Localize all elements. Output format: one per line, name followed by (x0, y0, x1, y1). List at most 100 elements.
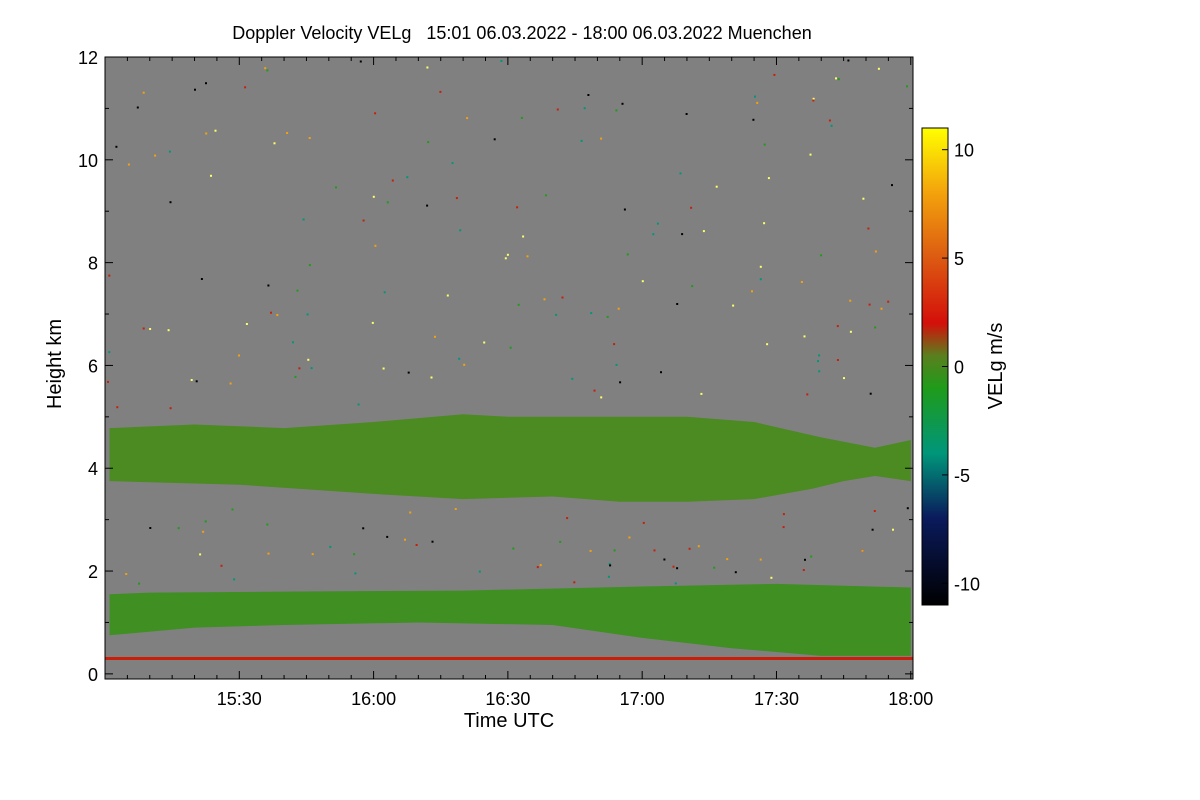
speckle (702, 230, 705, 233)
speckle (302, 218, 305, 221)
speckle (880, 307, 883, 310)
speckle (459, 229, 462, 232)
speckle (836, 359, 839, 361)
speckle (906, 85, 908, 88)
speckle (526, 255, 529, 258)
colorbar-label: VELg m/s (985, 323, 1007, 410)
speckle (593, 389, 596, 392)
speckle (867, 227, 870, 230)
speckle (245, 323, 248, 325)
speckle (298, 367, 301, 370)
speckle (573, 581, 576, 584)
speckle (782, 513, 785, 516)
colorbar-tick-label: -10 (954, 574, 980, 594)
speckle (734, 571, 737, 574)
speckle (810, 555, 813, 558)
speckle (194, 88, 196, 91)
speckle (404, 538, 406, 541)
speckle (406, 176, 409, 179)
speckle (607, 575, 610, 578)
speckle (600, 137, 603, 140)
speckle (509, 346, 512, 349)
speckle (804, 558, 806, 561)
speckle (415, 544, 418, 546)
speckle (372, 195, 375, 198)
speckle (726, 558, 729, 561)
y-axis-label: Height km (44, 319, 66, 409)
speckle (127, 163, 130, 166)
cloud-layers (105, 414, 913, 660)
speckle (202, 530, 205, 533)
speckle (559, 540, 562, 543)
speckle (672, 565, 675, 568)
speckle (663, 558, 666, 561)
y-tick-label: 0 (88, 665, 98, 685)
chart-title: Doppler Velocity VELg 15:01 06.03.2022 -… (232, 23, 811, 43)
speckle (391, 179, 394, 182)
speckle (169, 407, 172, 410)
speckle (732, 304, 735, 307)
speckle (383, 291, 386, 294)
speckle (267, 552, 270, 555)
speckle (142, 327, 145, 330)
speckle (136, 106, 139, 109)
speckle (679, 172, 682, 175)
layer-0 (109, 414, 911, 502)
speckle (818, 354, 821, 357)
speckle (190, 379, 193, 381)
speckle (836, 325, 839, 328)
speckle (493, 138, 496, 141)
speckle (354, 572, 357, 575)
y-tick-label: 6 (88, 356, 98, 376)
speckle (374, 244, 377, 247)
x-tick-label: 17:00 (620, 689, 665, 709)
speckle (478, 570, 481, 573)
speckle (756, 101, 759, 104)
speckle (861, 549, 864, 552)
speckle (276, 314, 279, 316)
speckle (308, 264, 311, 267)
speckle (536, 566, 539, 569)
speckle (329, 545, 332, 548)
y-tick-label: 4 (88, 459, 98, 479)
speckle (200, 278, 203, 280)
speckle (229, 382, 232, 385)
speckle (353, 553, 356, 556)
speckle (426, 66, 429, 69)
speckle (766, 343, 769, 346)
speckle (451, 162, 454, 165)
speckle (812, 99, 815, 102)
speckle (504, 257, 507, 260)
speckle (455, 197, 458, 200)
speckle (545, 194, 547, 197)
speckle (463, 363, 466, 366)
speckle (204, 520, 207, 523)
speckle (566, 517, 569, 520)
speckle (752, 118, 755, 121)
speckle (763, 143, 766, 146)
colorbar-tick-label: -5 (954, 466, 970, 486)
speckle (713, 566, 716, 569)
speckle (583, 107, 586, 110)
speckle (587, 94, 590, 96)
speckle (906, 507, 909, 510)
speckle (386, 201, 389, 204)
speckle (362, 219, 365, 222)
speckle (407, 371, 410, 374)
speckle (892, 528, 894, 531)
speckle (754, 95, 756, 98)
speckle (641, 280, 644, 283)
speckle (561, 296, 564, 299)
y-tick-label: 10 (78, 151, 98, 171)
speckle (681, 233, 684, 236)
colorbar: 10 5 0 -5 -10 VELg m/s (921, 127, 1007, 606)
speckle (608, 562, 611, 565)
speckle (199, 553, 202, 556)
speckle (149, 527, 152, 529)
speckle (613, 549, 616, 552)
speckle (311, 553, 314, 556)
speckle (543, 298, 546, 301)
speckle (154, 154, 157, 157)
speckle (267, 284, 270, 287)
speckle (483, 341, 486, 344)
